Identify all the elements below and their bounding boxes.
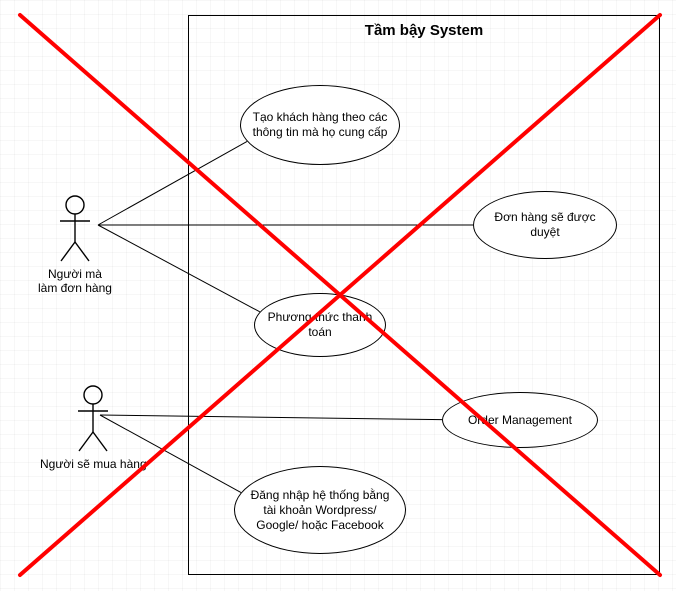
usecase-create-customer: Tạo khách hàng theo các thông tin mà họ … <box>240 85 400 165</box>
actor-label: Người mà làm đơn hàng <box>38 267 112 296</box>
usecase-label: Phương thức thanh toán <box>263 310 377 340</box>
usecase-label: Order Management <box>468 413 572 428</box>
usecase-label: Đăng nhập hệ thống bằng tài khoản Wordpr… <box>243 488 397 533</box>
usecase-label: Đơn hàng sẽ được duyệt <box>482 210 608 240</box>
actor-buyer: Người sẽ mua hàng <box>40 385 147 471</box>
usecase-payment-method: Phương thức thanh toán <box>254 293 386 357</box>
usecase-login: Đăng nhập hệ thống bằng tài khoản Wordpr… <box>234 466 406 554</box>
usecase-label: Tạo khách hàng theo các thông tin mà họ … <box>249 110 391 140</box>
usecase-approve-order: Đơn hàng sẽ được duyệt <box>473 191 617 259</box>
stick-figure-icon <box>55 195 95 263</box>
stick-figure-icon <box>73 385 113 453</box>
diagram-canvas: Tầm bậy System Tạo khách hàng theo các t… <box>0 0 676 591</box>
usecase-order-management: Order Management <box>442 392 598 448</box>
actor-order-maker: Người mà làm đơn hàng <box>38 195 112 296</box>
system-title: Tầm bậy System <box>189 22 659 39</box>
actor-label: Người sẽ mua hàng <box>40 457 147 471</box>
